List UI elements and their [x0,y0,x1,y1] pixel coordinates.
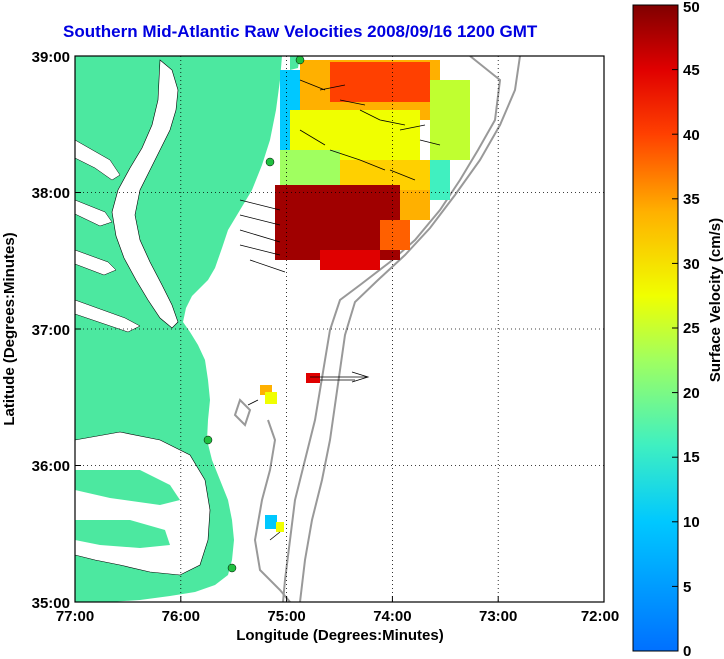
colorbar-label: Surface Velocity (cm/s) [707,218,724,382]
y-tick-label: 37:00 [32,322,70,339]
colorbar-tick-label: 20 [683,385,700,402]
colorbar-tick-label: 15 [683,449,700,466]
colorbar-tick-label: 45 [683,62,700,79]
x-tick-label: 72:00 [581,608,619,625]
colorbar-tick-label: 40 [683,127,700,144]
y-tick-label: 36:00 [32,458,70,475]
x-tick-label: 77:00 [56,608,94,625]
velocity-vectors [239,79,441,541]
colorbar-tick-label: 0 [683,643,691,659]
velocity-field [260,60,470,532]
colorbar-tick-label: 50 [683,0,700,16]
y-tick-label: 38:00 [32,185,70,202]
x-tick-label: 74:00 [373,608,411,625]
x-tick-label: 75:00 [267,608,305,625]
chesapeake-bay [111,59,179,329]
colorbar-tick-label: 5 [683,579,691,596]
grid [75,56,604,602]
x-tick-label: 73:00 [479,608,517,625]
map-title-text: Southern Mid-Atlantic Raw Velocities 200… [63,22,538,41]
colorbar-tick-label: 30 [683,256,700,273]
colorbar: 50 45 40 35 30 25 20 15 10 5 0 Surface V… [632,0,724,659]
large-vector-arrow [351,371,370,383]
station-markers [203,56,305,573]
y-axis-label: Latitude (Degrees:Minutes) [1,232,18,425]
y-tick-label: 35:00 [32,595,70,612]
colorbar-tick-label: 10 [683,514,700,531]
y-tick-label: 39:00 [32,49,70,66]
x-axis-label: Longitude (Degrees:Minutes) [236,627,444,644]
colorbar-tick-label: 35 [683,191,700,208]
y-axis: 39:00 38:00 37:00 36:00 35:00 Latitude (… [1,49,81,612]
colorbar-tick-label: 25 [683,320,700,337]
colorbar-gradient [632,4,679,652]
x-tick-label: 76:00 [162,608,200,625]
x-axis: 77:00 76:00 75:00 74:00 73:00 72:00 Long… [56,596,619,644]
